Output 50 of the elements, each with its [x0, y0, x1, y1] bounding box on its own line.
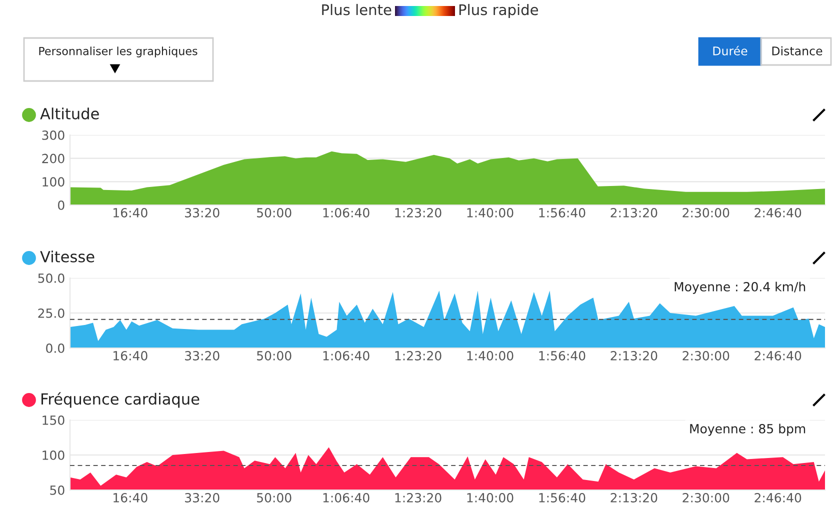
x-tick-label: 1:06:40 — [323, 208, 370, 218]
x-tick-label: 1:56:40 — [539, 493, 586, 502]
x-tick-label: 33:20 — [185, 351, 220, 360]
x-tick-label: 16:40 — [114, 493, 148, 502]
y-tick-label: 100 — [42, 450, 64, 460]
x-tick-label: 33:20 — [185, 208, 220, 218]
x-tick-label: 1:06:40 — [323, 493, 370, 502]
x-tick-label: 50:00 — [257, 208, 292, 218]
x-tick-label: 2:30:00 — [682, 351, 730, 360]
y-tick-label: 0 — [58, 200, 64, 210]
x-tick-label: 1:56:40 — [539, 351, 586, 360]
x-tick-label: 33:20 — [185, 493, 220, 502]
x-tick-label: 1:23:20 — [395, 208, 442, 218]
y-tick-label: 0.0 — [46, 343, 64, 353]
text: Distance — [772, 46, 822, 56]
y-tick-label: 300 — [42, 130, 64, 140]
ref-line-label: Moyenne : 20.4 km/h — [674, 282, 806, 294]
chart-title: Altitude — [40, 108, 99, 120]
y-tick-label: 100 — [42, 177, 64, 187]
y-tick-label: 25.0 — [38, 308, 64, 318]
text: Plus rapide — [459, 4, 538, 18]
x-tick-label: 1:23:20 — [395, 493, 442, 502]
x-tick-label: 2:46:40 — [754, 208, 802, 218]
y-tick-label: 50.0 — [38, 273, 64, 283]
x-tick-label: 2:30:00 — [682, 493, 730, 502]
x-tick-label: 1:23:20 — [395, 351, 442, 360]
x-tick-label: 1:40:00 — [467, 351, 514, 360]
text: Durée — [713, 46, 748, 56]
x-tick-label: 2:13:20 — [610, 493, 658, 502]
x-tick-label: 1:06:40 — [323, 351, 370, 360]
x-tick-label: 2:46:40 — [754, 493, 802, 502]
chart-title: Fréquence cardiaque — [42, 392, 200, 408]
x-tick-label: 2:13:20 — [610, 208, 658, 218]
x-tick-label: 2:30:00 — [682, 208, 730, 218]
y-tick-label: 150 — [42, 415, 64, 425]
x-tick-label: 16:40 — [114, 208, 148, 218]
y-tick-label: 200 — [42, 154, 64, 164]
x-tick-label: 2:46:40 — [754, 351, 802, 360]
x-tick-label: 50:00 — [257, 493, 292, 502]
x-tick-label: 1:40:00 — [467, 493, 514, 502]
x-tick-label: 2:13:20 — [610, 351, 658, 360]
ref-line-label: Moyenne : 85 bpm — [690, 424, 806, 436]
x-tick-label: 1:56:40 — [539, 208, 586, 218]
y-tick-label: 50 — [50, 485, 64, 495]
x-tick-label: 1:40:00 — [467, 208, 514, 218]
chart-title: Vitesse — [40, 250, 94, 262]
text: Personnaliser les graphiques — [39, 46, 198, 58]
x-tick-label: 50:00 — [257, 351, 292, 360]
text: Plus lente — [322, 4, 392, 16]
x-tick-label: 16:40 — [114, 351, 148, 360]
